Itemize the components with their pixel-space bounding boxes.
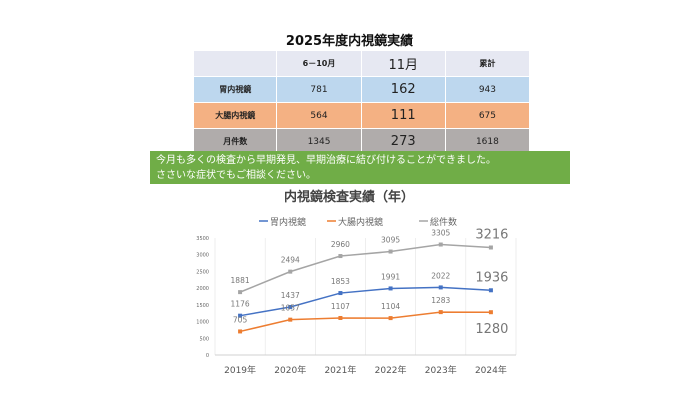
x-tick-label: 2020年 xyxy=(274,364,306,376)
data-point xyxy=(488,310,493,315)
data-label: 1936 xyxy=(475,270,508,285)
data-point xyxy=(388,249,393,254)
legend-label: 大腸内視鏡 xyxy=(338,216,383,228)
banner-line: 今月も多くの検査から早期発見、早期治療に結び付けることができました。 xyxy=(156,155,496,166)
data-label: 2022 xyxy=(431,271,450,280)
y-tick-label: 2500 xyxy=(196,269,209,275)
series-line xyxy=(239,311,491,333)
legend-label: 胃内視鏡 xyxy=(270,216,306,228)
cell: 675 xyxy=(444,102,531,129)
data-label: 705 xyxy=(233,315,248,324)
legend-label: 総件数 xyxy=(430,216,457,228)
data-point xyxy=(238,329,243,334)
cell: 1618 xyxy=(444,128,531,155)
data-point xyxy=(338,254,343,259)
series-line xyxy=(239,243,491,293)
data-label: 1853 xyxy=(331,277,350,286)
x-tick-label: 2022年 xyxy=(375,364,407,376)
data-point xyxy=(438,242,443,247)
x-tick-label: 2024年 xyxy=(475,364,507,376)
data-label: 1104 xyxy=(381,302,400,311)
data-label: 1437 xyxy=(281,291,300,300)
data-point xyxy=(488,245,493,250)
data-point xyxy=(338,315,343,320)
message-banner: 今月も多くの検査から早期発見、早期治療に結び付けることができました。 ささいな症状… xyxy=(150,151,570,184)
summary-table: 6－10月 11月 累計 胃内視鏡 781 162 943 大腸内視鏡 564 111 675 … xyxy=(192,50,531,155)
y-tick-label: 0 xyxy=(206,353,209,359)
data-point xyxy=(388,286,393,291)
data-point xyxy=(238,290,243,295)
data-point xyxy=(438,310,443,315)
y-tick-label: 1500 xyxy=(196,303,209,309)
data-label: 3216 xyxy=(475,227,508,242)
y-tick-label: 2000 xyxy=(196,286,209,292)
data-point xyxy=(488,288,493,293)
data-point xyxy=(288,304,293,309)
row-label: 月件数 xyxy=(192,128,278,155)
x-tick-label: 2021年 xyxy=(324,364,356,376)
data-label: 1107 xyxy=(331,302,350,311)
data-label: 3095 xyxy=(381,236,400,245)
row-label: 胃内視鏡 xyxy=(192,76,278,103)
cell: 162 xyxy=(360,76,446,103)
banner-line: ささいな症状でもご相談ください。 xyxy=(156,170,316,181)
data-label: 1991 xyxy=(381,272,400,281)
header-cell: 累計 xyxy=(444,50,531,77)
series-line xyxy=(239,286,491,317)
y-tick-label: 3500 xyxy=(196,236,209,242)
table-title: 2025年度内視鏡実績 xyxy=(285,34,414,49)
data-label: 1176 xyxy=(231,300,250,309)
data-label: 2960 xyxy=(331,240,350,249)
data-point xyxy=(238,313,243,318)
data-point xyxy=(388,316,393,321)
data-label: 2494 xyxy=(281,256,300,265)
y-tick-label: 1000 xyxy=(196,320,209,326)
cell: 273 xyxy=(360,128,446,155)
data-point xyxy=(288,269,293,274)
y-tick-label: 3000 xyxy=(196,253,209,259)
data-label: 1881 xyxy=(231,276,250,285)
data-point xyxy=(288,317,293,322)
header-cell: 11月 xyxy=(360,50,446,77)
y-tick-label: 500 xyxy=(199,336,209,342)
data-point xyxy=(338,291,343,296)
data-label: 1280 xyxy=(475,322,508,337)
chart-title: 内視鏡検査実績（年） xyxy=(284,189,414,205)
data-point xyxy=(438,285,443,290)
data-label: 1283 xyxy=(431,296,450,305)
data-label: 3305 xyxy=(431,229,450,238)
cell: 943 xyxy=(444,76,531,103)
x-tick-label: 2023年 xyxy=(425,364,457,376)
row-label: 大腸内視鏡 xyxy=(192,102,278,129)
cell: 111 xyxy=(360,102,446,129)
data-label: 1057 xyxy=(281,304,300,313)
x-tick-label: 2019年 xyxy=(224,364,256,376)
